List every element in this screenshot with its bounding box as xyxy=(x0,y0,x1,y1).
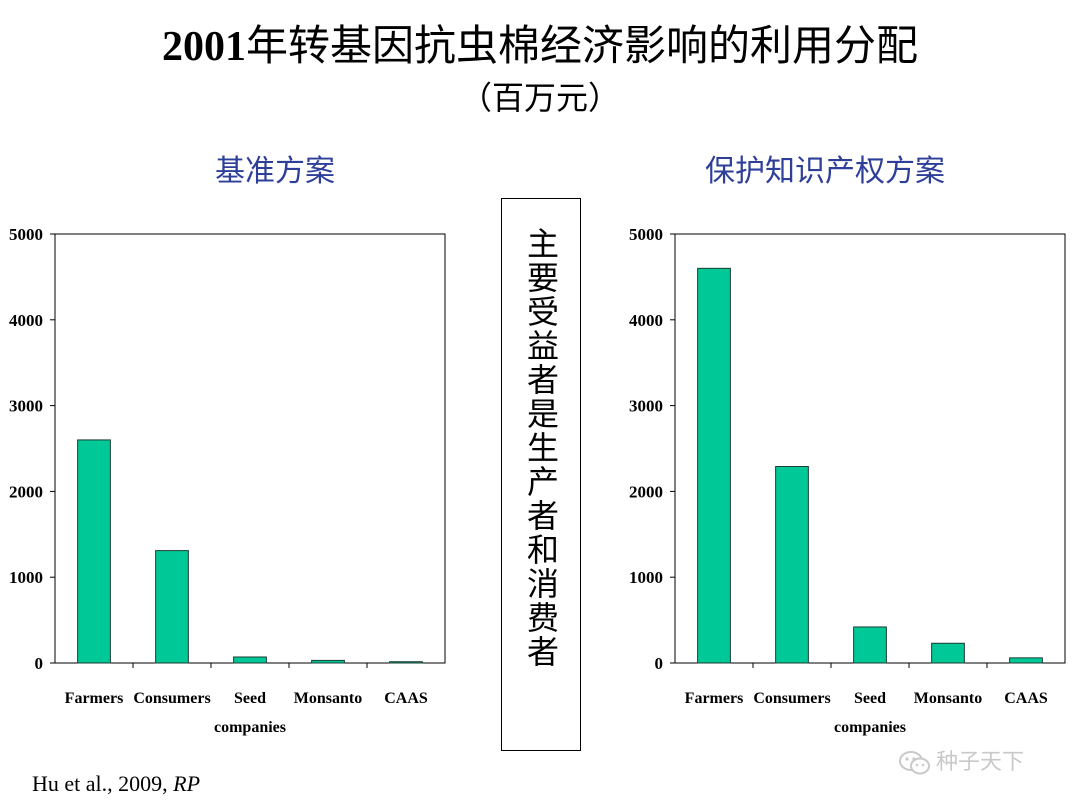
right-xtick-label: companies xyxy=(834,719,906,736)
right-ytick-label: 2000 xyxy=(629,482,663,501)
right-xtick-label: Seed xyxy=(854,690,886,707)
right-bar xyxy=(775,466,809,664)
right-bar xyxy=(697,267,731,664)
page-subtitle: （百万元） xyxy=(459,79,620,117)
left-xtick-label: Monsanto xyxy=(294,690,362,707)
left-ytick-label: 3000 xyxy=(9,397,43,416)
left-xtick-label: Seed xyxy=(234,690,266,707)
left-ytick-label: 1000 xyxy=(9,568,43,587)
left-bar xyxy=(155,550,189,664)
watermark-text: 种子天下 xyxy=(936,750,1025,775)
left-ytick-label: 4000 xyxy=(9,311,43,330)
right-xtick-label: Farmers xyxy=(685,690,744,707)
beneficiary-note-text: 主要受益者是生产者和消费者 xyxy=(522,227,560,669)
left-bar xyxy=(77,439,111,664)
left-xtick-label: companies xyxy=(214,719,286,736)
left-xtick-label: Consumers xyxy=(133,690,210,707)
page-title: 2001年转基因抗虫棉经济影响的利用分配 xyxy=(0,18,1080,75)
left-plot-frame xyxy=(54,233,446,664)
citation-authors: Hu et al., 2009, xyxy=(32,771,174,796)
citation: Hu et al., 2009, RP xyxy=(32,770,200,798)
left-bar xyxy=(389,661,423,664)
right-bar xyxy=(853,626,887,664)
right-bar xyxy=(931,642,965,664)
right-bar xyxy=(1009,657,1043,664)
right-ytick-label: 4000 xyxy=(629,311,663,330)
beneficiary-note-box: 主要受益者是生产者和消费者 xyxy=(501,198,581,751)
right-xtick-label: Monsanto xyxy=(914,690,982,707)
watermark: 种子天下 xyxy=(898,748,1024,778)
left-bar xyxy=(311,659,345,664)
right-plot-frame xyxy=(674,233,1066,664)
page-title-year: 2001 xyxy=(161,24,246,70)
left-ytick-label: 5000 xyxy=(9,225,43,244)
left-xtick-label: CAAS xyxy=(384,690,428,707)
right-ytick-label: 0 xyxy=(655,654,664,673)
citation-journal: RP xyxy=(173,771,201,796)
left-chart-title: 基准方案 xyxy=(215,154,335,189)
right-chart: 0 1000 2000 3000 4000 5000 Farmers Consumers See… xyxy=(629,225,1066,736)
left-ytick-label: 0 xyxy=(35,654,44,673)
left-bar xyxy=(233,656,267,664)
right-ytick-label: 1000 xyxy=(629,568,663,587)
left-chart: 0 1000 2000 3000 4000 5000 Farmers Consumers See… xyxy=(9,225,446,736)
left-ytick-label: 2000 xyxy=(9,482,43,501)
right-chart-title: 保护知识产权方案 xyxy=(705,154,945,189)
right-xtick-label: CAAS xyxy=(1004,690,1048,707)
left-xtick-label: Farmers xyxy=(65,690,124,707)
page-title-text: 年转基因抗虫棉经济影响的利用分配 xyxy=(245,21,918,70)
right-ytick-label: 5000 xyxy=(629,225,663,244)
wechat-icon xyxy=(899,751,930,775)
right-ytick-label: 3000 xyxy=(629,397,663,416)
right-xtick-label: Consumers xyxy=(753,690,830,707)
